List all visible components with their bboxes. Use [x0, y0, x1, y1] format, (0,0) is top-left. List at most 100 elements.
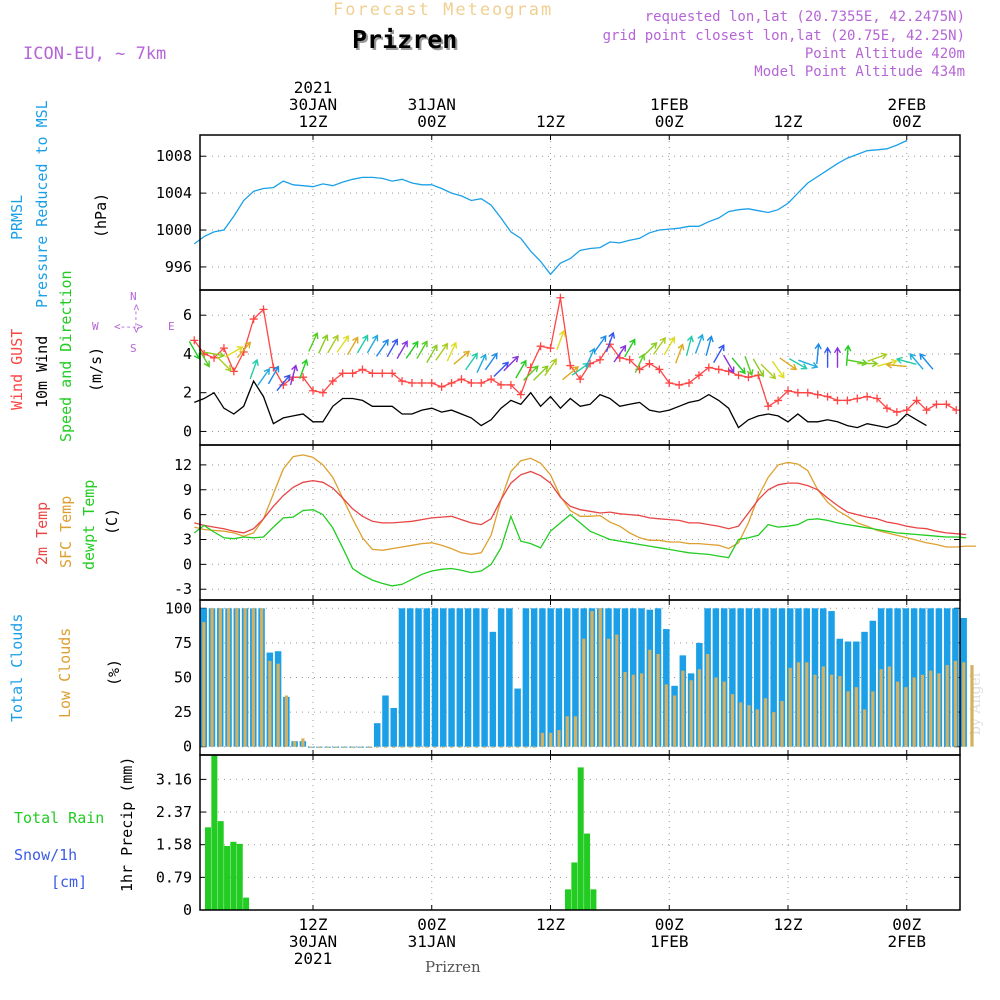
low-cloud-bar: [392, 746, 396, 748]
y-tick-label: 0: [183, 422, 192, 440]
gust-marker: [764, 402, 773, 411]
low-cloud-bar: [433, 746, 437, 748]
low-cloud-bar: [631, 674, 635, 747]
total-cloud-bar: [440, 608, 447, 747]
wind-arrow: [267, 365, 280, 385]
top-time-label: 2021: [294, 78, 333, 97]
wind-arrow: [694, 333, 705, 354]
gust-marker: [704, 363, 713, 372]
low-cloud-bar: [408, 746, 412, 748]
gust-marker: [625, 355, 634, 364]
gust-marker: [922, 406, 931, 415]
total-cloud-bar: [448, 608, 455, 747]
wind-arrow: [593, 334, 607, 353]
wind-arrow: [276, 374, 291, 392]
low-cloud-bar: [342, 746, 346, 748]
wind-arrow: [752, 358, 765, 378]
precip-bar: [571, 862, 578, 910]
wind-arrow: [249, 358, 259, 380]
wind-arrow: [771, 360, 785, 379]
wind-arrow: [198, 348, 210, 368]
wind-arrow: [346, 336, 359, 356]
gust-marker: [655, 365, 664, 374]
gust-marker: [477, 379, 486, 387]
wind-arrow: [788, 357, 808, 370]
panel-frame: [199, 754, 961, 911]
gust-marker: [882, 404, 891, 413]
gust-marker: [536, 342, 545, 351]
low-cloud-bar: [573, 716, 578, 747]
low-cloud-bar: [590, 611, 594, 747]
low-cloud-bar: [854, 687, 858, 747]
y-tick-label: 25: [174, 703, 192, 721]
low-cloud-bar: [268, 660, 272, 747]
gust-marker: [774, 396, 783, 405]
location-title: Prizren: [352, 25, 458, 54]
total-cloud-bar: [762, 608, 769, 747]
wind-arrow: [484, 352, 498, 371]
low-cloud-bar: [805, 662, 809, 747]
gust-marker: [902, 406, 911, 415]
wind-arrow: [823, 346, 832, 368]
gust-marker: [338, 369, 347, 378]
low-cloud-bar: [276, 663, 280, 747]
low-cloud-bar: [582, 638, 586, 747]
y-tick-label: 75: [174, 634, 192, 652]
low-cloud-bar: [202, 622, 206, 747]
gust-marker: [744, 373, 753, 382]
wind-arrow: [556, 329, 566, 351]
low-cloud-bar: [540, 732, 545, 747]
top-time-label: 12Z: [774, 112, 803, 131]
wind-arrow: [844, 344, 852, 366]
total-cloud-bar: [497, 608, 505, 747]
gust-marker: [368, 369, 377, 378]
low-cloud-bar: [458, 746, 462, 748]
total-cloud-bar: [539, 608, 546, 747]
y-tick-label: 4: [183, 345, 192, 363]
gust-marker: [813, 390, 822, 399]
wind-arrow: [405, 340, 419, 359]
gust-marker: [576, 375, 585, 384]
precip-bar: [577, 767, 584, 910]
top-time-label: 31JAN: [408, 95, 456, 114]
gust-marker: [952, 406, 961, 415]
low-cloud-bar: [747, 705, 751, 747]
low-cloud-bar: [210, 608, 214, 747]
wind-speed-line: [194, 379, 927, 429]
top-time-label: 12Z: [299, 112, 328, 131]
low-cloud-bar: [251, 608, 255, 747]
total-cloud-bar: [572, 608, 579, 747]
top-time-label: 00Z: [417, 112, 446, 131]
low-cloud-bar: [507, 746, 512, 748]
low-cloud-bar: [813, 674, 817, 747]
y-tick-label: 2.37: [156, 803, 192, 821]
total-cloud-bar: [382, 695, 389, 747]
wind-arrow: [663, 336, 675, 356]
compass-w: W: [92, 320, 99, 333]
gust-marker: [714, 365, 723, 374]
low-cloud-bar: [317, 746, 322, 748]
low-cloud-bar: [763, 698, 768, 747]
top-time-label: 00Z: [892, 112, 921, 131]
precip-bar: [205, 827, 211, 910]
low-cloud-bar: [309, 746, 313, 748]
total-cloud-bar: [737, 608, 744, 747]
total-cloud-bar: [506, 608, 513, 747]
wind-arrow: [435, 342, 449, 361]
model-point-altitude: Model Point Altitude 434m: [754, 64, 965, 80]
low-cloud-bar: [450, 746, 454, 748]
precip-bar: [224, 845, 231, 910]
gust-marker: [427, 379, 436, 387]
wind-arrow: [366, 334, 379, 354]
wind-arrow: [299, 358, 309, 380]
total-cloud-bar: [390, 707, 397, 747]
gust-marker: [853, 394, 862, 403]
total-cloud-bar: [555, 608, 563, 747]
low-cloud-bar: [524, 746, 528, 748]
low-cloud-bar: [416, 746, 421, 748]
low-cloud-bar: [912, 677, 916, 747]
gust-marker: [447, 379, 456, 387]
compass-s: S: [130, 342, 137, 355]
total-cloud-bar: [398, 608, 406, 747]
wind-arrow: [386, 338, 398, 358]
